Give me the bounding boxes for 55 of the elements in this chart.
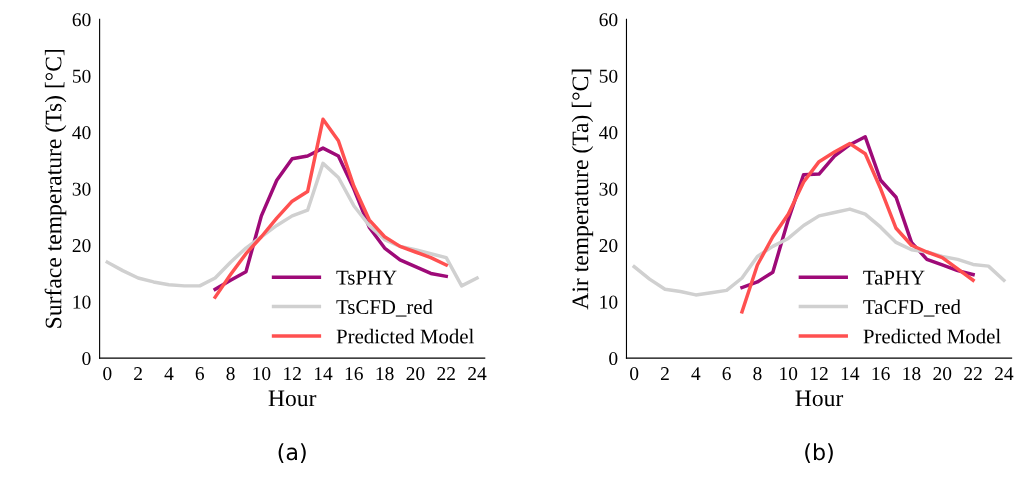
text: (a) <box>278 443 306 463</box>
y-tick-label: 0 <box>609 351 618 366</box>
y-tick-label: 30 <box>72 182 91 196</box>
x-tick-label: 10 <box>253 367 271 381</box>
y-tick-label: 10 <box>73 295 91 309</box>
x-tick-label: 24 <box>995 367 1014 380</box>
x-tick-label: 2 <box>660 367 669 380</box>
x-tick-label: 22 <box>437 367 455 380</box>
x-tick-label: 12 <box>811 367 828 380</box>
line-series <box>632 207 1006 297</box>
x-tick-label: 2 <box>134 367 142 380</box>
y-tick-label: 50 <box>599 69 618 83</box>
line-series <box>213 117 448 299</box>
x-tick-label: 6 <box>722 367 731 381</box>
x-tick-label: 4 <box>164 367 174 380</box>
x-axis-title: Hour <box>795 390 844 407</box>
x-tick-label: 18 <box>903 367 921 381</box>
y-tick-label: 40 <box>72 126 91 140</box>
y-tick-label: 30 <box>599 182 618 196</box>
y-axis-title: Surface temperature (Ts) [°C] <box>44 49 67 328</box>
y-tick-label: 60 <box>599 13 618 27</box>
x-tick-label: 4 <box>691 367 701 380</box>
legend-label: TaCFD_red <box>863 299 961 317</box>
x-tick-label: 20 <box>933 367 952 381</box>
y-tick-label: 10 <box>600 295 618 309</box>
legend-label: TaPHY <box>863 270 925 285</box>
x-tick-label: 10 <box>780 367 798 381</box>
y-tick-label: 20 <box>72 239 91 253</box>
x-tick-label: 16 <box>345 367 363 381</box>
y-tick-label: 20 <box>599 239 618 253</box>
x-tick-label: 14 <box>841 367 860 380</box>
y-tick-label: 0 <box>82 351 91 366</box>
x-tick-label: 16 <box>872 367 890 381</box>
legend-label: TsCFD_red <box>336 299 433 317</box>
x-tick-label: 0 <box>630 367 639 381</box>
x-tick-label: 18 <box>376 367 394 381</box>
x-tick-label: 8 <box>753 367 762 381</box>
y-tick-label: 50 <box>72 69 91 83</box>
x-tick-label: 8 <box>226 367 235 381</box>
line-series <box>105 161 479 288</box>
x-tick-label: 14 <box>314 367 333 380</box>
x-tick-label: 20 <box>406 367 425 381</box>
x-tick-label: 24 <box>468 367 487 380</box>
y-axis-title: Air temperature (Ta) [°C] <box>571 69 594 310</box>
legend-label: TsPHY <box>336 270 397 285</box>
x-tick-label: 6 <box>195 367 205 381</box>
x-tick-label: 22 <box>964 367 982 380</box>
legend-label: Predicted Model <box>863 328 1001 344</box>
y-tick-label: 60 <box>72 13 91 27</box>
y-tick-label: 40 <box>599 126 618 140</box>
x-axis-title: Hour <box>268 390 317 407</box>
x-tick-label: 0 <box>103 367 112 381</box>
legend-label: Predicted Model <box>336 328 474 344</box>
x-tick-label: 12 <box>284 367 301 380</box>
text: (b) <box>805 443 833 463</box>
